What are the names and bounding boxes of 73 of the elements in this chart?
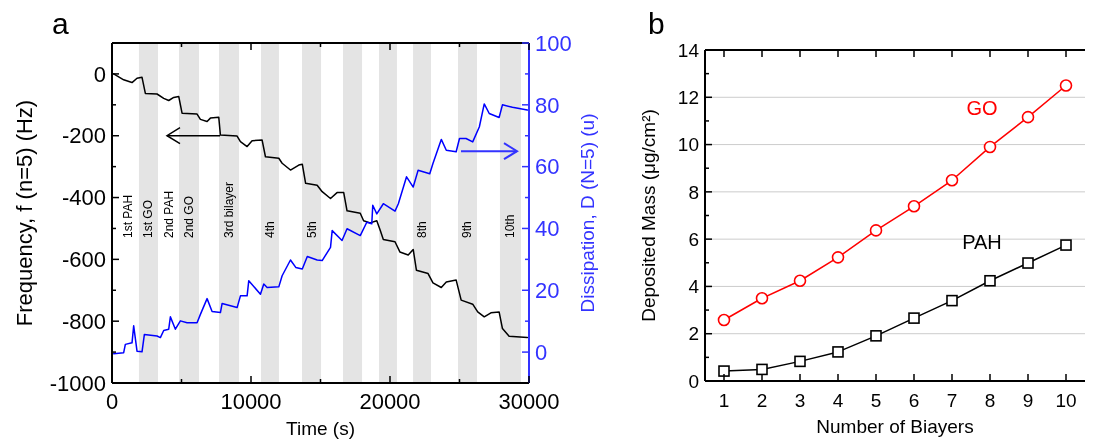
point xyxy=(793,274,807,288)
x-tick-label: 7 xyxy=(946,390,958,411)
point xyxy=(717,313,731,327)
y-tick-label: 8 xyxy=(688,181,699,203)
band-label: 2nd GO xyxy=(182,195,197,238)
series-label: PAH xyxy=(962,230,1002,253)
y-tick-label: 0 xyxy=(688,370,699,392)
band-label: 10th xyxy=(503,214,518,238)
y-tick-label: -400 xyxy=(61,185,106,211)
band-label: 9th xyxy=(460,221,475,238)
y-tick-label: 4 xyxy=(688,276,700,298)
point xyxy=(870,330,882,342)
x-tick-label: 3 xyxy=(794,390,806,411)
annotation: 2nd PAH xyxy=(162,190,176,238)
point xyxy=(756,363,768,376)
annotation: 1st PAH xyxy=(121,194,135,238)
point xyxy=(1022,257,1034,269)
y2-tick-label: 80 xyxy=(535,92,560,118)
point xyxy=(984,274,996,287)
point xyxy=(1060,239,1072,251)
point xyxy=(945,173,959,187)
y-tick-label: -1000 xyxy=(49,370,106,396)
y-axis-title: Frequency, f (n=5) (Hz) xyxy=(12,99,37,327)
point xyxy=(1059,79,1073,92)
y2-tick-label: 20 xyxy=(535,277,560,303)
y-tick-label: -200 xyxy=(61,123,106,149)
point xyxy=(907,199,921,213)
band-label: 3rd bilayer xyxy=(222,181,237,238)
y2-tick-label: 60 xyxy=(535,154,560,180)
x-tick-label: 1 xyxy=(718,390,730,411)
y2-tick-label: 40 xyxy=(535,216,560,242)
y-tick-label: 0 xyxy=(93,61,106,87)
y-tick-label: -800 xyxy=(61,308,106,334)
point xyxy=(1021,110,1035,124)
point xyxy=(983,140,997,154)
band-label: 8th xyxy=(415,221,430,238)
y-axis-title: Deposited Mass (μg/cm²) xyxy=(638,109,659,322)
y2-tick-label: 0 xyxy=(535,339,548,365)
y-tick-label: 2 xyxy=(688,323,699,345)
y2-tick-label: 100 xyxy=(535,30,572,56)
band-label: 1st GO xyxy=(141,199,156,238)
point xyxy=(869,224,883,237)
band-label: 4th xyxy=(262,221,277,238)
point xyxy=(718,365,730,377)
chart-title: a xyxy=(52,7,69,40)
x-tick-label: 20000 xyxy=(359,389,421,414)
band-label: 5th xyxy=(304,221,319,238)
point xyxy=(794,355,806,368)
y-tick-label: -600 xyxy=(61,247,106,273)
x-tick-label: 30000 xyxy=(498,389,560,414)
y-tick-label: 12 xyxy=(677,86,699,108)
x-tick-label: 4 xyxy=(832,390,844,411)
y-tick-label: 14 xyxy=(677,39,700,61)
x-axis-title: Number of Biayers xyxy=(816,416,974,437)
x-axis-title: Time (s) xyxy=(286,418,355,439)
line-series xyxy=(112,103,529,355)
point xyxy=(908,312,920,324)
y-tick-label: 6 xyxy=(688,228,699,250)
point xyxy=(946,294,958,307)
chart-title: b xyxy=(648,7,665,40)
x-tick-label: 2 xyxy=(756,390,768,411)
x-tick-label: 10000 xyxy=(220,389,282,414)
x-tick-label: 9 xyxy=(1022,390,1034,411)
x-tick-label: 6 xyxy=(908,390,920,411)
point xyxy=(755,291,769,305)
x-tick-label: 5 xyxy=(870,390,882,411)
series-label: GO xyxy=(966,96,998,119)
y2-axis-title: Dissipation, D (N=5) (u) xyxy=(577,113,598,313)
point xyxy=(832,346,844,358)
y-tick-label: 10 xyxy=(677,134,699,156)
x-tick-label: 8 xyxy=(984,390,996,411)
point xyxy=(831,251,845,264)
x-tick-label: 10 xyxy=(1055,390,1077,411)
